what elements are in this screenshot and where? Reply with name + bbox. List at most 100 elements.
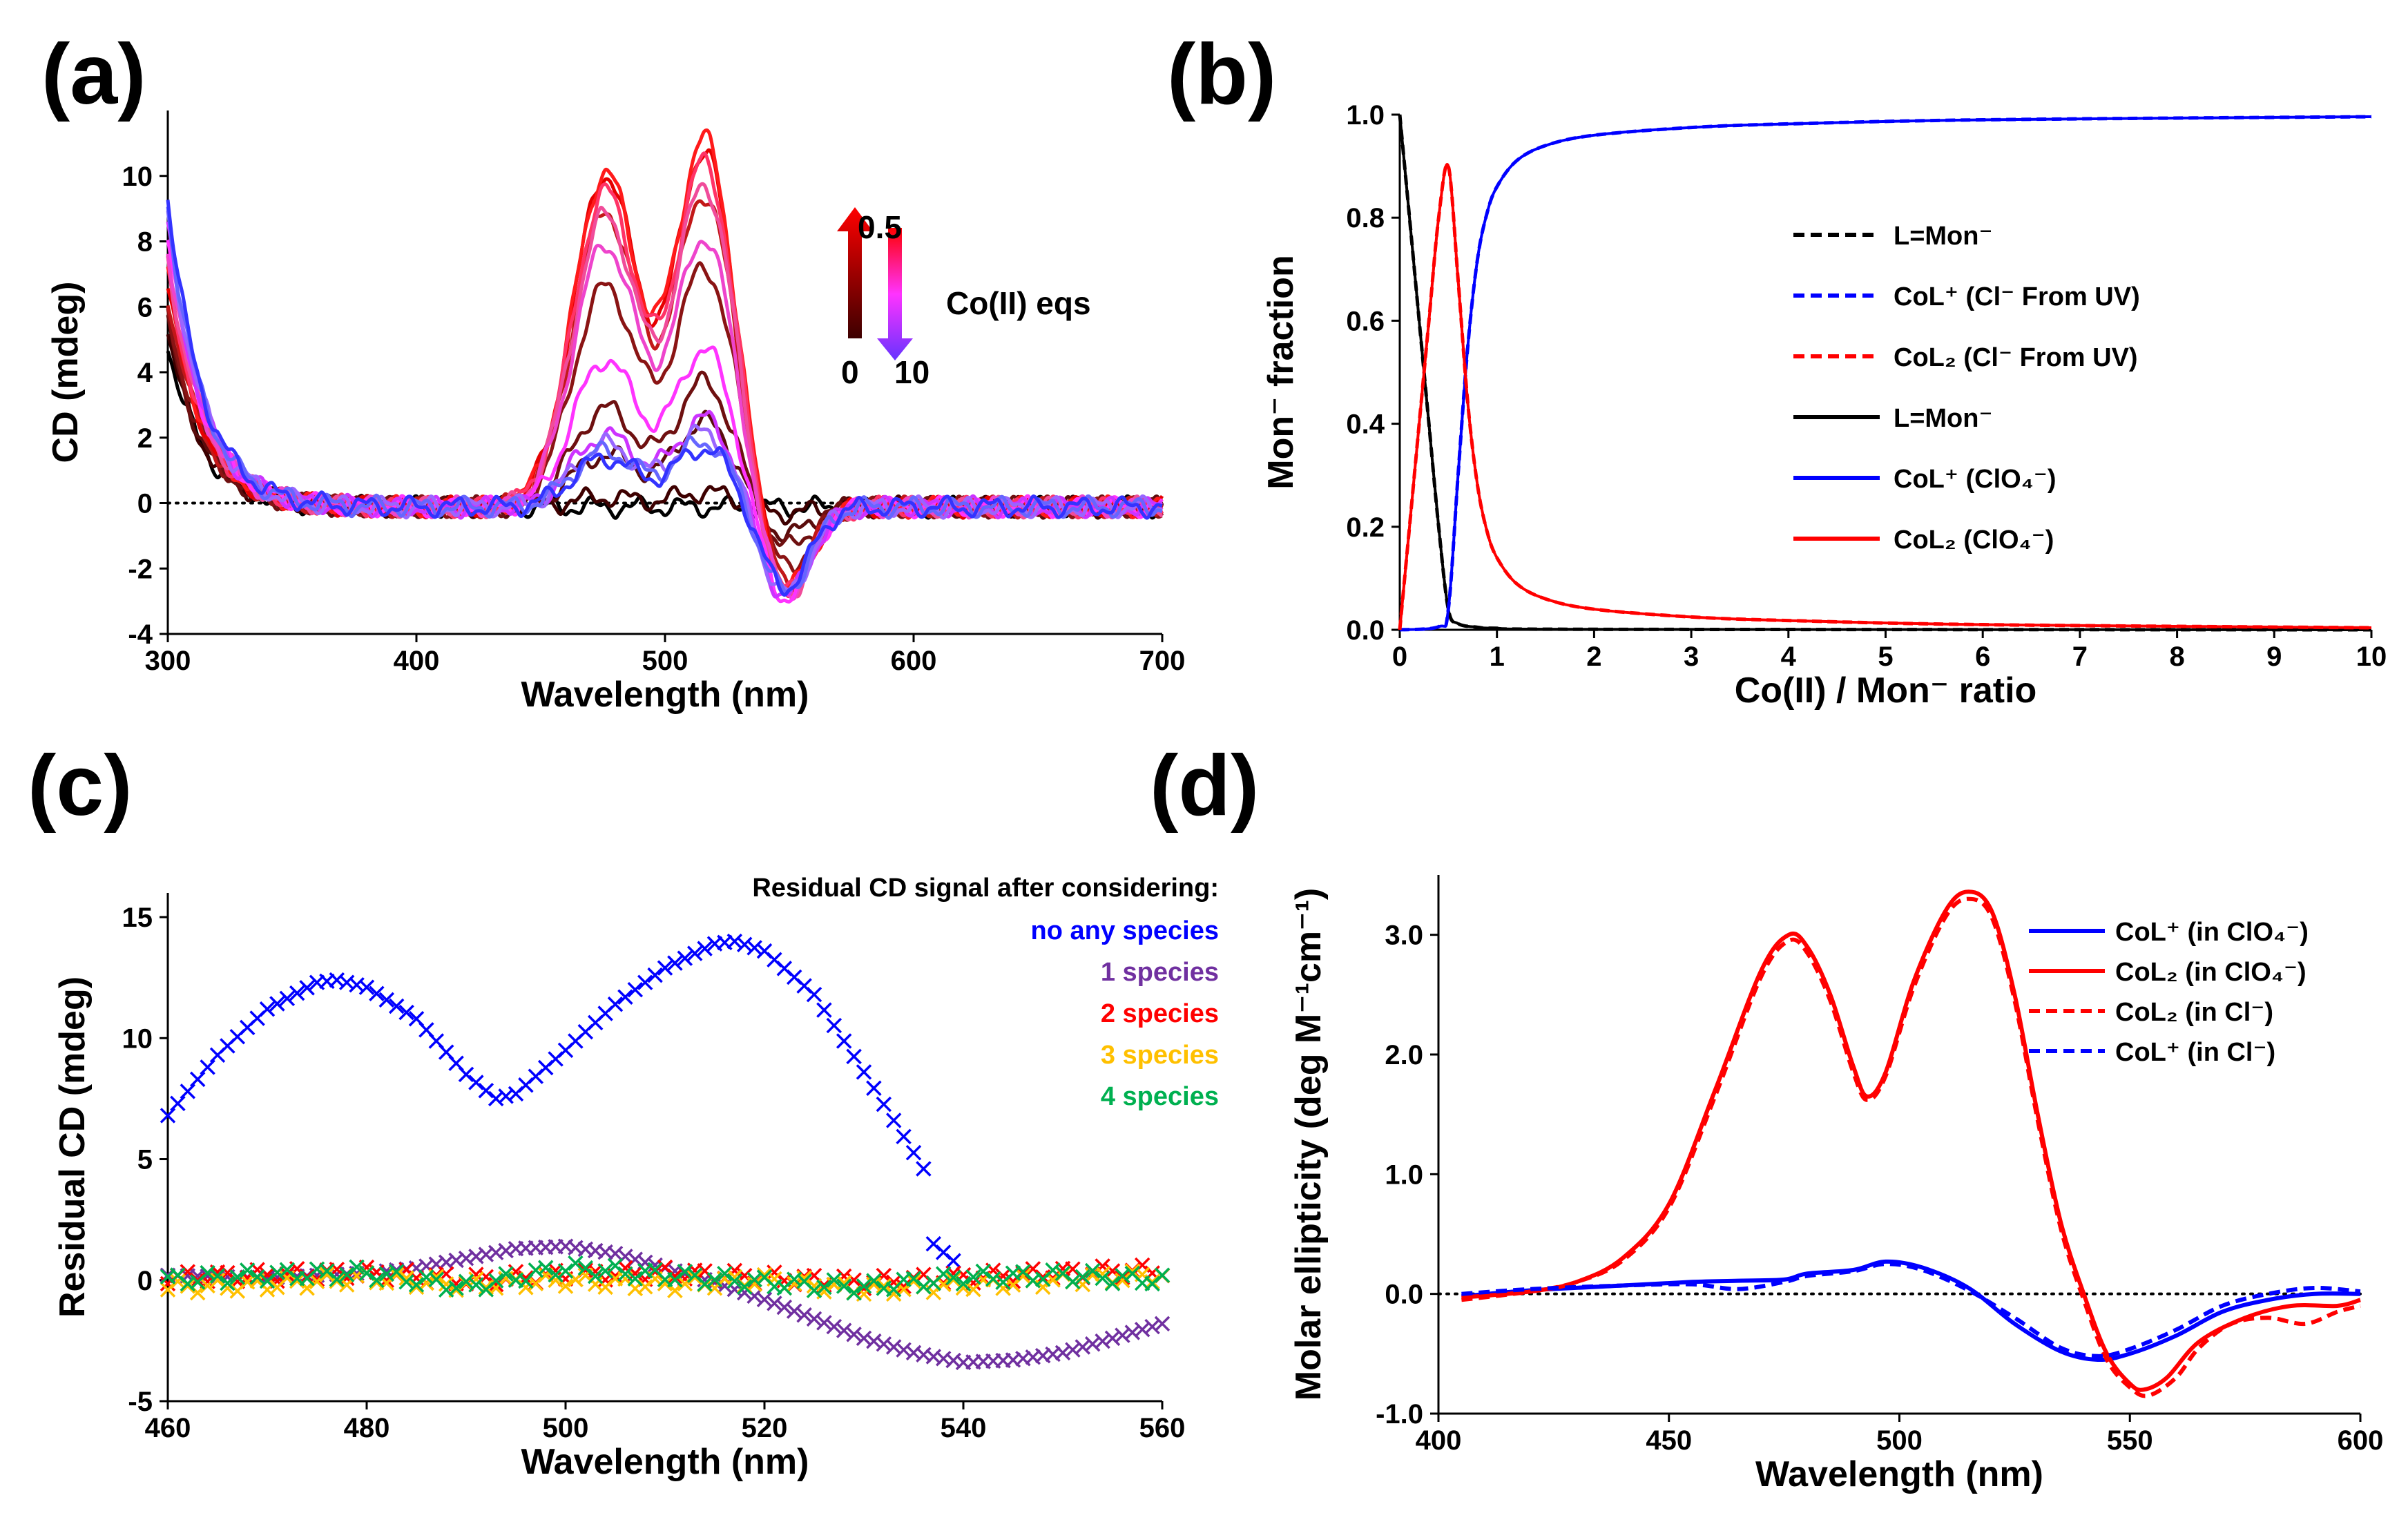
- panel-b-series-col-cl: [1398, 162, 2372, 630]
- panel-c-marker-3-species: [945, 1272, 961, 1288]
- panel-d-x-tick-label: 550: [2107, 1425, 2153, 1456]
- panel-c-marker-4-species: [856, 1278, 872, 1294]
- panel-b-x-tick-label: 2: [1586, 642, 1601, 672]
- panel-a-y-tick-label: 0: [137, 489, 153, 519]
- panel-c-marker-1-species: [607, 1245, 624, 1262]
- panel-c-marker-1-species: [1104, 1330, 1121, 1347]
- panel-c-marker-4-species: [358, 1265, 375, 1281]
- panel-c-marker-no-any-species: [945, 1253, 961, 1269]
- panel-c-marker-4-species: [826, 1272, 842, 1288]
- panel-c-y-tick-label: 0: [137, 1266, 153, 1296]
- panel-b-y-tick-label: 0.8: [1346, 203, 1385, 233]
- panel-c-marker-4-species: [935, 1266, 952, 1282]
- panel-c-marker-1-species: [796, 1307, 812, 1323]
- panel-b-y-axis-title: Mon⁻ fraction: [1261, 255, 1301, 489]
- panel-c-marker-no-any-species: [866, 1080, 882, 1096]
- panel-c-marker-4-species: [955, 1275, 972, 1292]
- panel-c-residual-chart: 460 480 500 520 540 560 -5 0 5 10 15 Wavelength (nm…: [52, 874, 1219, 1482]
- panel-c-marker-3-species: [657, 1275, 673, 1292]
- panel-c-marker-4-species: [408, 1277, 425, 1293]
- panel-c-legend-label: 1 species: [1101, 958, 1219, 987]
- panel-c-marker-3-species: [885, 1286, 902, 1302]
- annotation-low-value: 0: [841, 354, 859, 390]
- panel-c-marker-1-species: [866, 1333, 882, 1349]
- panel-c-marker-no-any-species: [329, 972, 345, 988]
- panel-c-marker-1-species: [1065, 1342, 1081, 1358]
- panel-c-marker-2-species: [667, 1268, 683, 1284]
- panel-c-x-tick-label: 500: [543, 1413, 589, 1443]
- panel-b-x-axis-title: Co(II) / Mon⁻ ratio: [1735, 671, 2037, 711]
- panel-c-label: (c): [28, 738, 133, 834]
- panel-c-marker-no-any-species: [189, 1071, 206, 1088]
- panel-c-marker-no-any-species: [338, 974, 355, 990]
- panel-c-marker-4-species: [975, 1263, 992, 1280]
- panel-c-marker-4-species: [557, 1263, 574, 1279]
- panel-c-marker-1-species: [885, 1339, 902, 1355]
- panel-d-x-tick-label: 500: [1876, 1425, 1923, 1456]
- panel-d-y-tick-label: 2.0: [1385, 1040, 1423, 1070]
- panel-d-x-tick-label: 600: [2338, 1425, 2384, 1456]
- panel-c-marker-4-species: [1104, 1275, 1121, 1291]
- panel-c-marker-no-any-species: [279, 990, 296, 1007]
- panel-c-marker-1-species: [1095, 1333, 1110, 1349]
- panel-c-marker-3-species: [876, 1278, 892, 1294]
- panel-a-series-5-eq: [166, 206, 1163, 594]
- panel-c-marker-4-species: [627, 1271, 644, 1287]
- panel-c-marker-no-any-species: [686, 945, 703, 961]
- co-eqs-annotation: 0.5 0 10 Co(II) eqs: [837, 207, 1091, 390]
- panel-c-marker-1-species: [756, 1291, 773, 1308]
- panel-c-marker-4-species: [816, 1279, 832, 1296]
- panel-a-y-tick-label: 6: [137, 292, 153, 322]
- panel-c-marker-1-species: [1084, 1336, 1101, 1352]
- panel-b-y-tick-label: 0.4: [1346, 410, 1385, 440]
- annotation-label: Co(II) eqs: [946, 285, 1091, 321]
- panel-b-series-col-clo4: [1399, 115, 2372, 631]
- panel-c-marker-1-species: [836, 1322, 852, 1338]
- panel-c-marker-4-species: [726, 1273, 743, 1289]
- panel-c-marker-4-species: [329, 1271, 345, 1287]
- panel-a-cd-titration-chart: 300 400 500 600 700 -4 -2 0 2 4 6 8 10 Wavelength (nm…: [46, 110, 1185, 715]
- panel-c-legend-label: no any species: [1031, 916, 1219, 945]
- panel-c-marker-1-species: [846, 1327, 862, 1342]
- panel-c-marker-1-species: [896, 1342, 912, 1358]
- panel-d-y-tick-label: -1.0: [1376, 1399, 1423, 1429]
- panel-c-marker-4-species: [468, 1277, 484, 1293]
- panel-c-marker-no-any-species: [378, 992, 395, 1008]
- panel-c-marker-no-any-species: [657, 960, 673, 976]
- panel-d-y-tick-label: 3.0: [1385, 921, 1423, 951]
- panel-d-molar-ellipticity-chart: 400 450 500 550 600 -1.0 0.0 1.0 2.0 3.0 Wavelengt…: [1289, 875, 2383, 1494]
- panel-a-x-axis-title: Wavelength (nm): [521, 675, 809, 715]
- panel-c-marker-4-species: [806, 1282, 822, 1298]
- panel-c-marker-no-any-species: [498, 1088, 514, 1104]
- panel-c-marker-4-species: [398, 1274, 414, 1290]
- panel-c-marker-4-species: [697, 1276, 713, 1292]
- panel-a-label: (a): [41, 27, 146, 122]
- panel-b-legend-label: CoL₂ (Cl⁻ From UV): [1894, 343, 2138, 372]
- panel-c-marker-3-species: [438, 1276, 454, 1292]
- panel-c-marker-4-species: [548, 1267, 564, 1283]
- panel-c-marker-no-any-species: [846, 1048, 862, 1065]
- panel-b-x-tick-label: 10: [2356, 642, 2387, 672]
- panel-c-marker-no-any-species: [607, 996, 624, 1012]
- panel-c-y-tick-label: -5: [128, 1387, 153, 1417]
- panel-b-series-l-mon-cl: [1398, 114, 2372, 632]
- panel-c-marker-4-species: [488, 1273, 504, 1289]
- panel-d-y-tick-label: 0.0: [1385, 1280, 1423, 1310]
- panel-b-y-tick-label: 0.0: [1346, 615, 1385, 646]
- panel-c-marker-no-any-species: [647, 967, 663, 983]
- panel-c-marker-no-any-species: [299, 980, 315, 996]
- panel-c-marker-no-any-species: [617, 989, 633, 1005]
- panel-a-series-10-eq: [166, 200, 1163, 597]
- panel-c-marker-4-species: [587, 1268, 604, 1284]
- panel-b-x-tick-label: 9: [2266, 642, 2282, 672]
- panel-c-marker-no-any-species: [458, 1066, 474, 1083]
- panel-c-marker-no-any-species: [358, 979, 375, 995]
- panel-c-marker-no-any-species: [478, 1082, 494, 1099]
- panel-c-marker-1-species: [1134, 1322, 1150, 1338]
- panel-b-x-tick-label: 6: [1975, 642, 1990, 672]
- panel-c-marker-4-species: [1084, 1262, 1101, 1279]
- panel-d-legend-label: CoL⁺ (in Cl⁻): [2115, 1038, 2275, 1067]
- panel-c-marker-no-any-species: [468, 1075, 484, 1090]
- panel-c-marker-4-species: [597, 1263, 613, 1279]
- panel-b-y-tick-label: 1.0: [1346, 100, 1385, 131]
